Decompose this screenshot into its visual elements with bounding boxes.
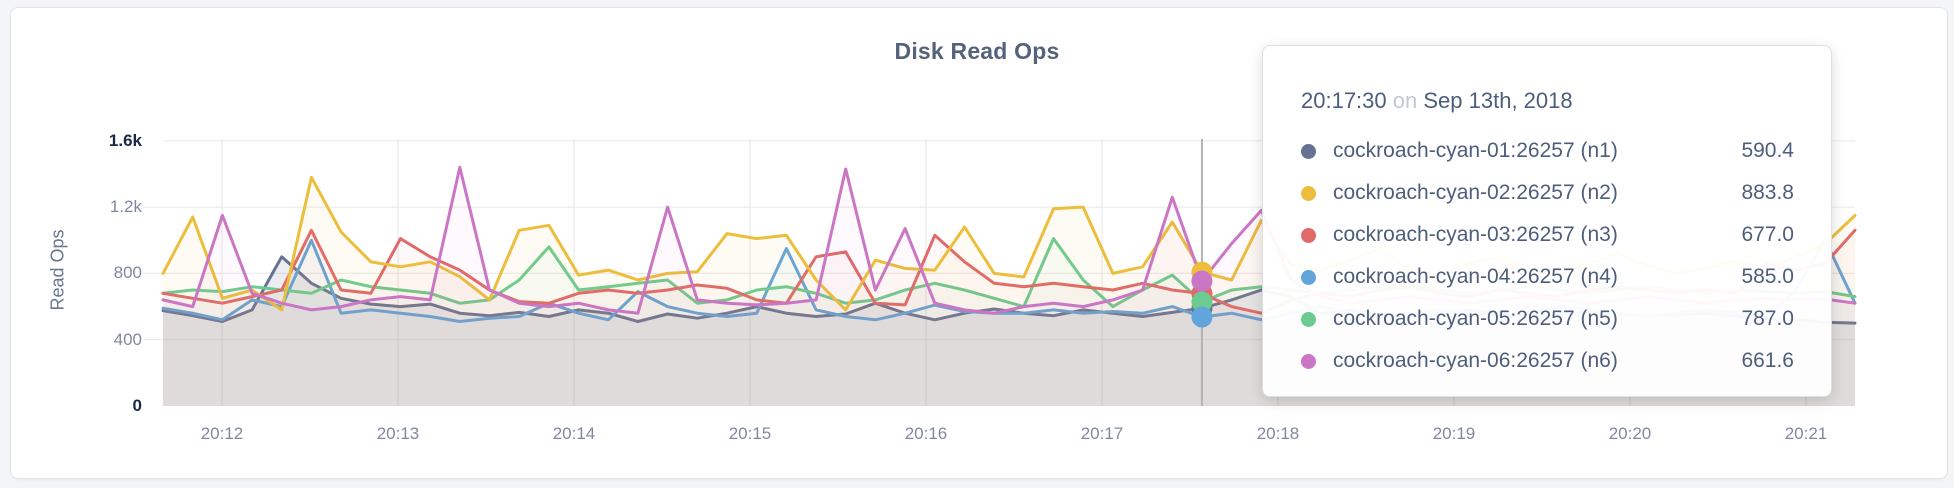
tooltip-series-label: cockroach-cyan-05:26257 (n5) [1333,307,1618,330]
x-tick-label: 20:20 [1608,424,1652,443]
y-tick-label: 800 [113,263,142,283]
tooltip-row: cockroach-cyan-01:26257 (n1) 590.4 [1301,130,1794,172]
tooltip-series-label: cockroach-cyan-04:26257 (n4) [1333,265,1618,288]
y-tick-label: 1.2k [109,197,142,217]
x-tick-label: 20:21 [1784,424,1828,443]
tooltip-rows: cockroach-cyan-01:26257 (n1) 590.4 cockroa… [1301,130,1794,382]
x-tick-label: 20:16 [904,424,948,443]
tooltip-date: Sep 13th, 2018 [1423,88,1573,113]
tooltip-series-label: cockroach-cyan-02:26257 (n2) [1333,181,1618,204]
hover-dot-n5 [1191,291,1213,313]
hover-dot-n6 [1191,270,1213,292]
x-tick-label: 20:18 [1256,424,1300,443]
series-color-dot-icon [1301,269,1316,285]
tooltip-series-label: cockroach-cyan-03:26257 (n3) [1333,223,1618,246]
y-tick-label: 0 [132,396,142,415]
tooltip-row: cockroach-cyan-05:26257 (n5) 787.0 [1301,298,1794,340]
y-tick-label: 1.6k [108,130,142,150]
tooltip-row: cockroach-cyan-02:26257 (n2) 883.8 [1301,172,1794,214]
tooltip-on-word: on [1392,88,1418,113]
tooltip-series-label: cockroach-cyan-01:26257 (n1) [1333,139,1618,162]
series-color-dot-icon [1301,227,1316,243]
hover-dot-n4 [1191,306,1213,328]
tooltip-row: cockroach-cyan-03:26257 (n3) 677.0 [1301,214,1794,256]
tooltip-time: 20:17:30 [1301,88,1387,113]
series-color-dot-icon [1301,185,1316,201]
tooltip-series-value: 787.0 [1741,307,1794,330]
tooltip-row: cockroach-cyan-06:26257 (n6) 661.6 [1301,340,1794,382]
tooltip-series-value: 585.0 [1741,265,1794,288]
x-tick-label: 20:17 [1080,424,1124,443]
series-color-dot-icon [1301,353,1316,369]
tooltip-series-value: 590.4 [1741,139,1794,162]
x-tick-label: 20:19 [1432,424,1476,443]
x-tick-label: 20:13 [376,424,420,443]
y-tick-label: 400 [113,329,142,349]
tooltip-series-label: cockroach-cyan-06:26257 (n6) [1333,349,1618,372]
tooltip-series-value: 883.8 [1741,181,1794,204]
series-color-dot-icon [1301,311,1316,327]
x-tick-label: 20:12 [200,424,244,443]
tooltip-timestamp: 20:17:30 on Sep 13th, 2018 [1301,88,1794,114]
chart-title: Disk Read Ops [894,38,1060,64]
tooltip-series-value: 677.0 [1741,223,1794,246]
x-tick-label: 20:14 [552,424,596,443]
tooltip-row: cockroach-cyan-04:26257 (n4) 585.0 [1301,256,1794,298]
x-tick-label: 20:15 [728,424,772,443]
series-color-dot-icon [1301,143,1316,159]
hover-tooltip: 20:17:30 on Sep 13th, 2018 cockroach-cya… [1262,45,1832,397]
tooltip-series-value: 661.6 [1741,349,1794,372]
